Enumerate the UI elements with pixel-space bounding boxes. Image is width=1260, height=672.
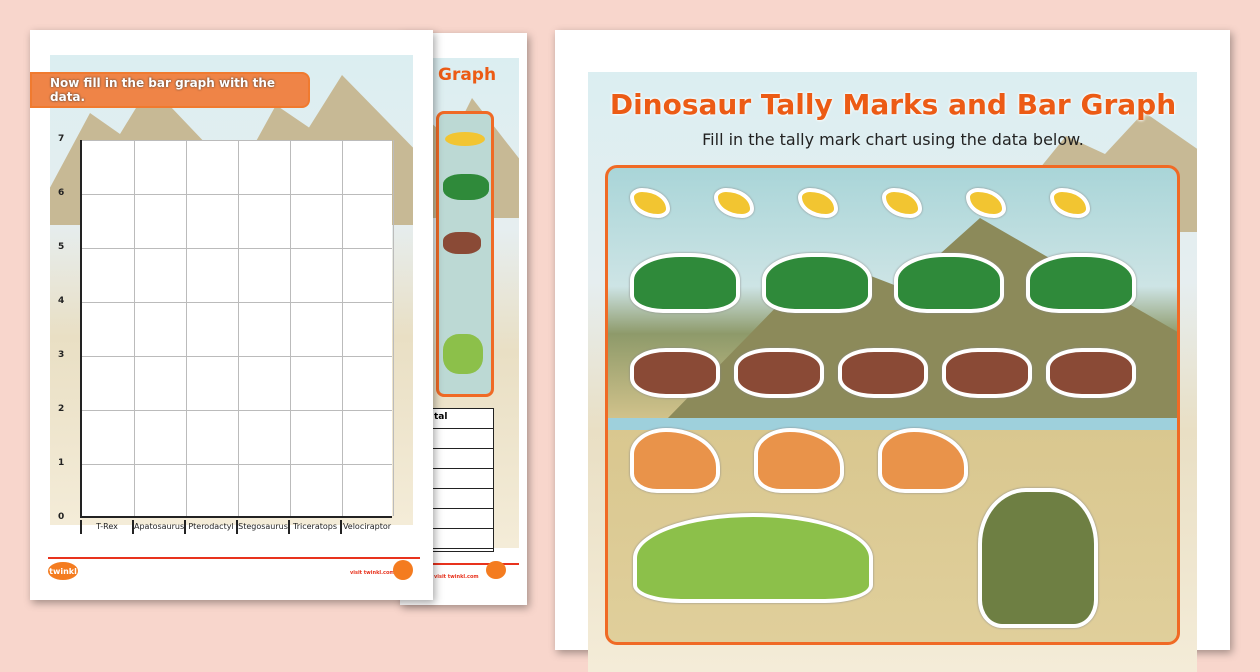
triceratops-sticker — [1046, 348, 1136, 398]
y-tick-label: 4 — [58, 296, 65, 306]
twinkl-badge-icon — [393, 560, 413, 580]
footer-url: visit twinkl.com — [434, 574, 479, 580]
pterodactyl-sticker — [1050, 188, 1090, 218]
t-rex-sticker — [978, 488, 1098, 628]
instruction-banner: Now fill in the bar graph with the data. — [30, 72, 310, 108]
pterodactyl-sticker — [966, 188, 1006, 218]
tally-header: tal — [431, 409, 493, 429]
y-tick-label: 2 — [58, 404, 65, 414]
y-tick-label: 3 — [58, 350, 65, 360]
stegosaurus-sticker — [630, 253, 740, 313]
apatosaurus-sticker — [633, 513, 873, 603]
velociraptor-sticker — [630, 428, 720, 493]
category-label: Stegosaurus — [236, 520, 288, 534]
pterodactyl-sticker — [714, 188, 754, 218]
y-tick-label: 6 — [58, 188, 65, 198]
category-label: Pterodactyl — [184, 520, 236, 534]
pterodactyl-sticker — [630, 188, 670, 218]
y-tick-label: 1 — [58, 458, 65, 468]
triceratops-sticker — [942, 348, 1032, 398]
pterodactyl-sticker — [882, 188, 922, 218]
dino-panel — [436, 111, 494, 397]
logo-text: twinkl — [49, 566, 77, 576]
triceratops-sticker — [734, 348, 824, 398]
footer-url: visit twinkl.com — [350, 570, 395, 576]
twinkl-badge-icon — [486, 561, 506, 579]
y-tick-label: 7 — [58, 134, 65, 144]
pterodactyl-sticker — [798, 188, 838, 218]
twinkl-logo: twinkl — [48, 562, 78, 580]
stegosaurus-sticker — [1026, 253, 1136, 313]
velociraptor-sticker — [878, 428, 968, 493]
dinosaur-picture-panel — [605, 165, 1180, 645]
footer-line — [48, 557, 420, 559]
empty-bar-graph[interactable] — [80, 140, 394, 518]
y-tick-label: 0 — [58, 512, 65, 522]
triceratops-sticker — [838, 348, 928, 398]
tally-table: tal — [430, 408, 494, 552]
page-title: Dinosaur Tally Marks and Bar Graph — [609, 88, 1177, 121]
category-label: Velociraptor — [340, 520, 392, 534]
stegosaurus-sticker — [894, 253, 1004, 313]
partial-title: Graph — [438, 65, 497, 85]
velociraptor-sticker — [754, 428, 844, 493]
footer-line — [408, 563, 519, 565]
category-label: Apatosaurus — [132, 520, 184, 534]
category-label: T-Rex — [80, 520, 132, 534]
y-tick-label: 5 — [58, 242, 65, 252]
category-label: Triceratops — [288, 520, 340, 534]
tally-worksheet-page: Graph tal visit twinkl.com — [400, 33, 527, 605]
stegosaurus-sticker — [762, 253, 872, 313]
triceratops-sticker — [630, 348, 720, 398]
page-subtitle: Fill in the tally mark chart using the d… — [702, 130, 1084, 149]
